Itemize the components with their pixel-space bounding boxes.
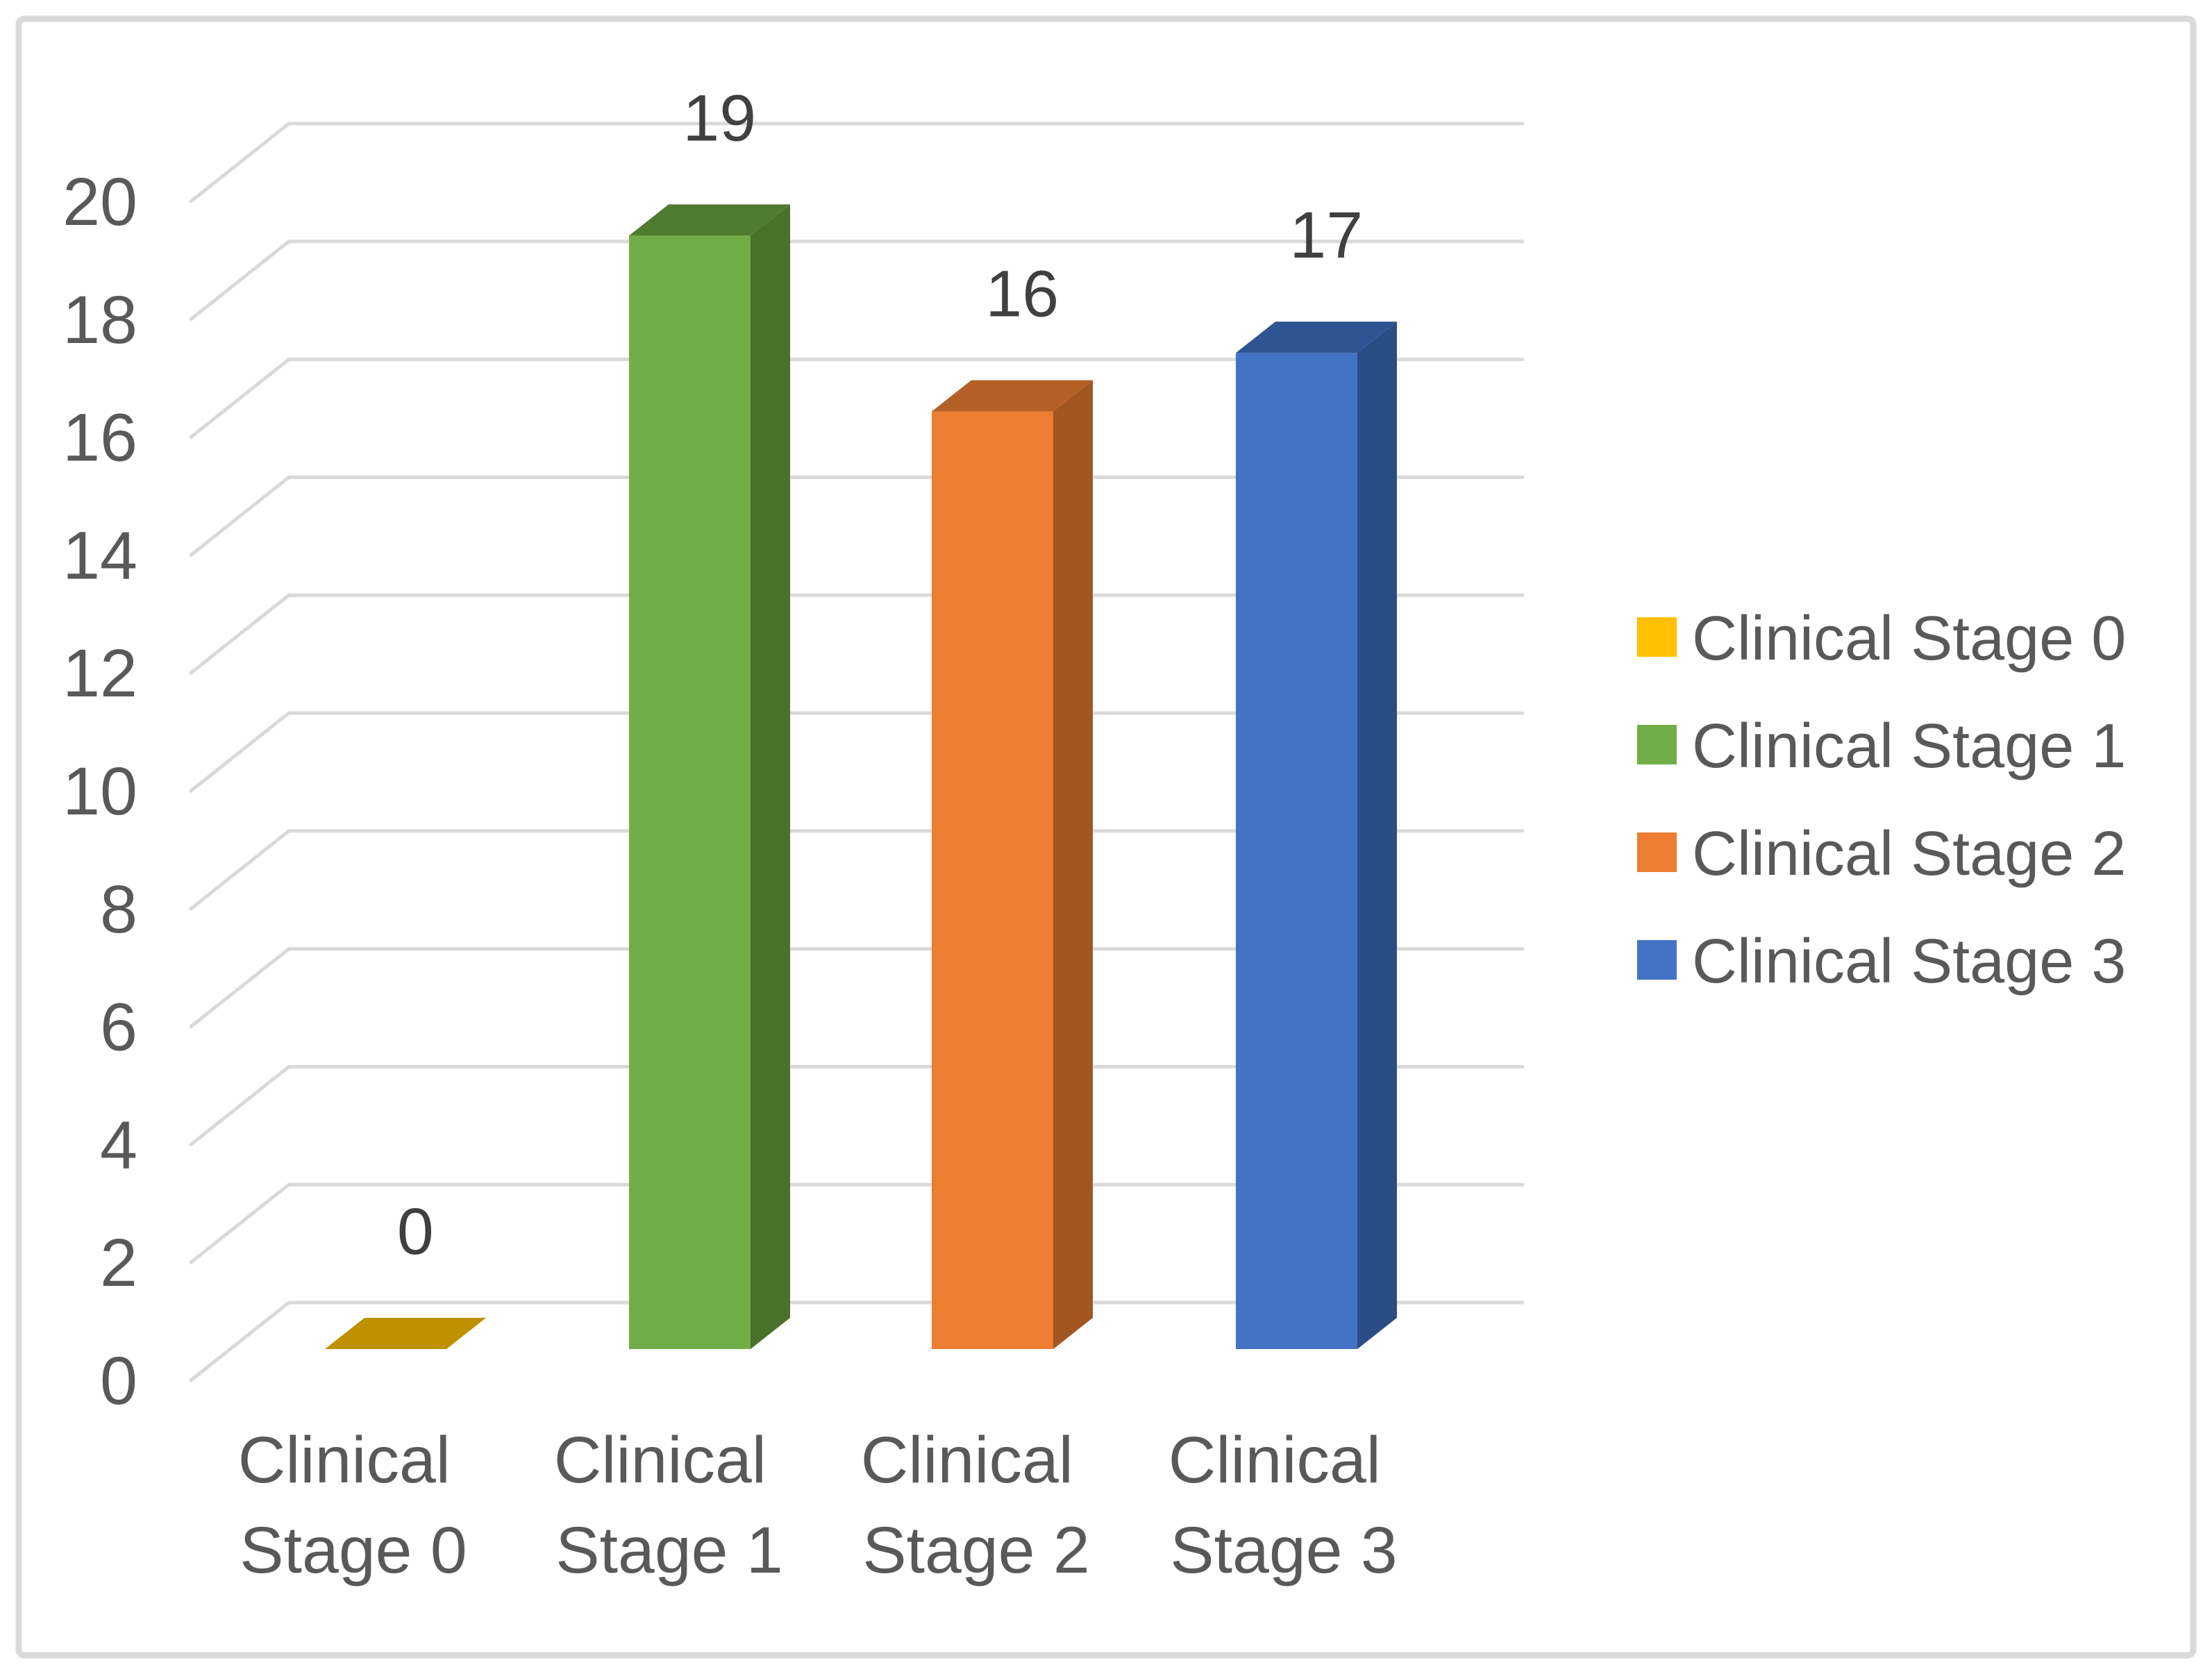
category-label: Clinical Stage 1 [554,1423,785,1587]
y-axis-tick-label: 16 [62,400,137,476]
legend-label: Clinical Stage 0 [1692,604,2126,673]
data-label: 19 [682,81,756,155]
legend-label: Clinical Stage 1 [1692,712,2126,781]
legend-swatch-stage-0 [1637,617,1677,657]
gridline [189,711,1525,793]
y-axis-tick-label: 12 [62,635,137,711]
legend-item: Clinical Stage 2 [1637,819,2126,889]
y-axis-tick-label: 10 [62,753,137,829]
bar-clinical-stage-0 [325,1318,486,1349]
gridline [189,358,1525,440]
y-axis-tick-label: 14 [62,517,137,593]
data-label: 0 [397,1195,434,1269]
gridline [189,1064,1525,1146]
data-label: 17 [1289,199,1363,272]
gridline [189,1300,1525,1382]
gridline [189,947,1525,1029]
chart-border [15,15,2197,1659]
gridline [189,1182,1525,1264]
y-axis-tick-label: 6 [100,989,137,1065]
y-axis-tick-label: 0 [100,1343,137,1418]
gridline [189,240,1525,321]
data-label: 16 [985,258,1059,331]
bar-top-face [932,380,1093,412]
legend: Clinical Stage 0 Clinical Stage 1 Clinic… [1637,604,2126,996]
data-labels: 0 19 16 17 [397,81,1363,1269]
legend-item: Clinical Stage 0 [1637,604,2126,673]
y-axis-tick-label: 18 [62,282,137,358]
bars [325,204,1397,1350]
y-axis-tick-label: 4 [100,1107,137,1182]
bar-clinical-stage-2 [932,380,1093,1349]
bar-front-face [1236,353,1357,1350]
legend-swatch-stage-1 [1637,725,1677,764]
gridline [189,475,1525,557]
y-axis-tick-label: 8 [100,871,137,947]
gridline [189,122,1525,203]
bar-front-face [629,235,751,1349]
y-axis-tick-labels: 0 2 4 6 8 10 12 14 16 18 20 [62,164,137,1418]
legend-item: Clinical Stage 1 [1637,712,2126,781]
bar-side-face [1053,380,1093,1349]
legend-label: Clinical Stage 3 [1692,927,2126,996]
bar-front-face [932,411,1053,1349]
bar-clinical-stage-3 [1236,321,1397,1350]
y-axis-tick-label: 2 [100,1225,137,1300]
category-label: Clinical Stage 0 [238,1423,469,1587]
bar-top-face [1236,321,1397,353]
gridlines [189,122,1525,1382]
gridline [189,829,1525,911]
category-label: Clinical Stage 3 [1168,1423,1400,1587]
x-axis-category-labels: Clinical Stage 0 Clinical Stage 1 Clinic… [238,1423,1400,1587]
gridline [189,593,1525,675]
bar-zero-top-face [325,1318,486,1349]
category-label: Clinical Stage 2 [861,1423,1092,1587]
bar-side-face [1357,321,1397,1350]
bar-clinical-stage-1 [629,204,790,1349]
legend-label: Clinical Stage 2 [1692,819,2126,889]
legend-swatch-stage-2 [1637,832,1677,872]
bar-side-face [751,204,790,1349]
y-axis-tick-label: 20 [62,164,137,240]
bar-top-face [629,204,790,236]
legend-item: Clinical Stage 3 [1637,927,2126,996]
legend-swatch-stage-3 [1637,940,1677,980]
